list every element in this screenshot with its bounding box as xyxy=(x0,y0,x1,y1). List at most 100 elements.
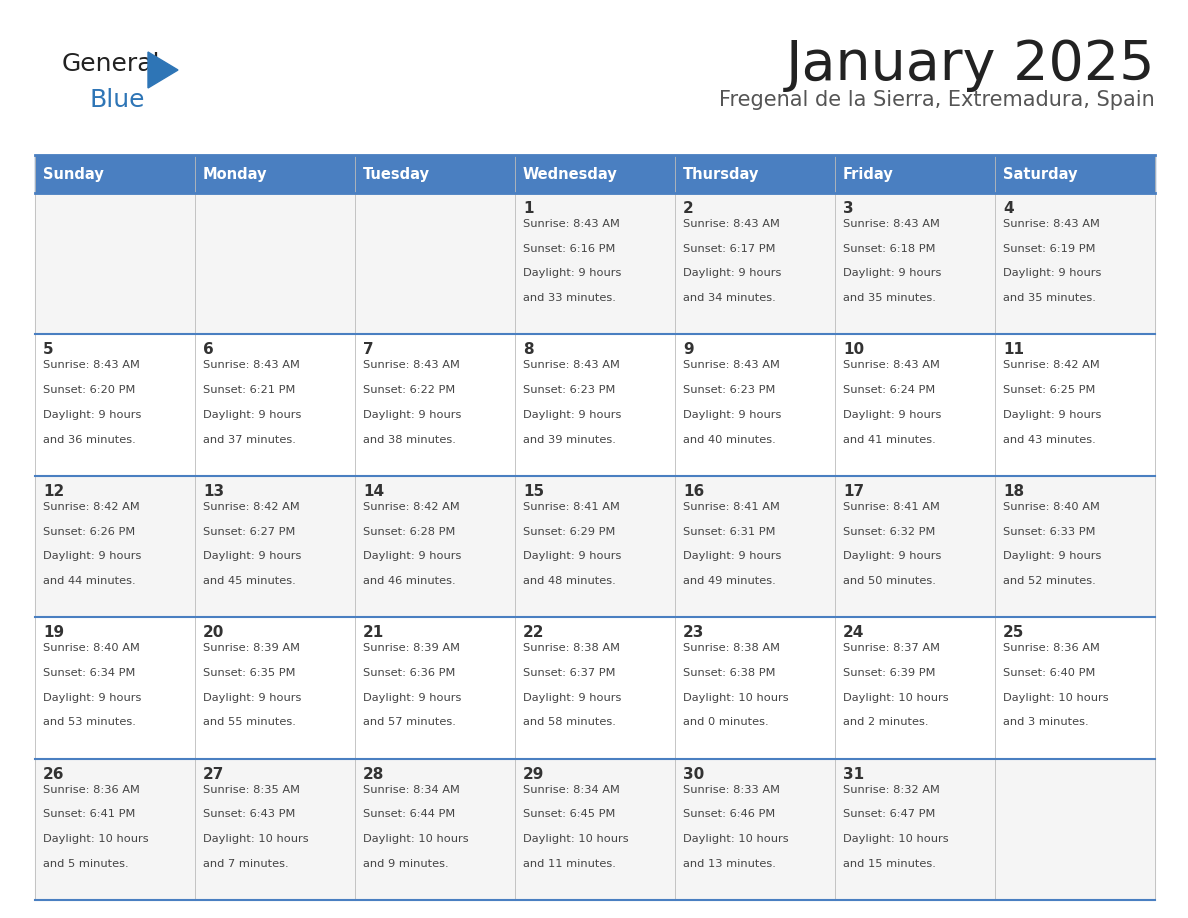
Text: Sunset: 6:28 PM: Sunset: 6:28 PM xyxy=(364,527,455,536)
Bar xyxy=(516,758,675,900)
Text: Sunrise: 8:43 AM: Sunrise: 8:43 AM xyxy=(683,361,779,370)
Text: and 7 minutes.: and 7 minutes. xyxy=(203,859,289,868)
Text: Sunset: 6:27 PM: Sunset: 6:27 PM xyxy=(203,527,296,536)
Text: Wednesday: Wednesday xyxy=(523,166,618,182)
Text: 22: 22 xyxy=(523,625,544,640)
Bar xyxy=(34,476,195,617)
Text: Daylight: 9 hours: Daylight: 9 hours xyxy=(1003,410,1101,420)
Text: and 39 minutes.: and 39 minutes. xyxy=(523,434,615,444)
Polygon shape xyxy=(148,52,178,88)
Bar xyxy=(355,617,516,758)
Bar xyxy=(675,476,835,617)
Text: Sunrise: 8:39 AM: Sunrise: 8:39 AM xyxy=(364,644,460,654)
Text: Daylight: 10 hours: Daylight: 10 hours xyxy=(843,693,949,702)
Text: Daylight: 9 hours: Daylight: 9 hours xyxy=(1003,552,1101,561)
Text: Daylight: 9 hours: Daylight: 9 hours xyxy=(43,552,141,561)
Text: and 57 minutes.: and 57 minutes. xyxy=(364,718,456,727)
Text: Sunset: 6:40 PM: Sunset: 6:40 PM xyxy=(1003,668,1095,678)
Text: and 43 minutes.: and 43 minutes. xyxy=(1003,434,1095,444)
Text: and 35 minutes.: and 35 minutes. xyxy=(843,293,936,303)
Bar xyxy=(996,334,1155,476)
Text: 8: 8 xyxy=(523,342,533,357)
Text: Sunset: 6:16 PM: Sunset: 6:16 PM xyxy=(523,244,615,253)
Text: Sunset: 6:38 PM: Sunset: 6:38 PM xyxy=(683,668,776,678)
Bar xyxy=(996,476,1155,617)
Text: Sunset: 6:46 PM: Sunset: 6:46 PM xyxy=(683,810,776,820)
Text: 9: 9 xyxy=(683,342,694,357)
Text: and 9 minutes.: and 9 minutes. xyxy=(364,859,449,868)
Text: 17: 17 xyxy=(843,484,864,498)
Text: Daylight: 9 hours: Daylight: 9 hours xyxy=(203,552,302,561)
Text: and 37 minutes.: and 37 minutes. xyxy=(203,434,296,444)
Text: Sunrise: 8:32 AM: Sunrise: 8:32 AM xyxy=(843,785,940,795)
Text: Sunset: 6:17 PM: Sunset: 6:17 PM xyxy=(683,244,776,253)
Text: Sunset: 6:22 PM: Sunset: 6:22 PM xyxy=(364,386,455,395)
Text: Sunset: 6:36 PM: Sunset: 6:36 PM xyxy=(364,668,455,678)
Text: Daylight: 9 hours: Daylight: 9 hours xyxy=(364,552,461,561)
Text: Sunrise: 8:42 AM: Sunrise: 8:42 AM xyxy=(203,502,299,512)
Text: Sunset: 6:25 PM: Sunset: 6:25 PM xyxy=(1003,386,1095,395)
Text: Sunrise: 8:43 AM: Sunrise: 8:43 AM xyxy=(364,361,460,370)
Text: 30: 30 xyxy=(683,767,704,781)
Bar xyxy=(355,758,516,900)
Text: Daylight: 9 hours: Daylight: 9 hours xyxy=(43,693,141,702)
Text: Sunset: 6:23 PM: Sunset: 6:23 PM xyxy=(683,386,776,395)
Text: Thursday: Thursday xyxy=(683,166,759,182)
Text: Sunrise: 8:41 AM: Sunrise: 8:41 AM xyxy=(523,502,620,512)
Text: Sunrise: 8:38 AM: Sunrise: 8:38 AM xyxy=(523,644,620,654)
Text: Sunset: 6:23 PM: Sunset: 6:23 PM xyxy=(523,386,615,395)
Text: Sunrise: 8:42 AM: Sunrise: 8:42 AM xyxy=(1003,361,1100,370)
Text: Daylight: 9 hours: Daylight: 9 hours xyxy=(523,410,621,420)
Text: and 0 minutes.: and 0 minutes. xyxy=(683,718,769,727)
Bar xyxy=(195,155,355,193)
Text: Sunset: 6:35 PM: Sunset: 6:35 PM xyxy=(203,668,296,678)
Bar xyxy=(996,155,1155,193)
Text: Daylight: 9 hours: Daylight: 9 hours xyxy=(683,268,782,278)
Text: Sunrise: 8:43 AM: Sunrise: 8:43 AM xyxy=(523,361,620,370)
Text: Daylight: 9 hours: Daylight: 9 hours xyxy=(523,268,621,278)
Text: Daylight: 9 hours: Daylight: 9 hours xyxy=(1003,268,1101,278)
Bar xyxy=(675,334,835,476)
Bar xyxy=(835,155,996,193)
Text: 5: 5 xyxy=(43,342,53,357)
Text: Sunset: 6:18 PM: Sunset: 6:18 PM xyxy=(843,244,935,253)
Text: Sunset: 6:26 PM: Sunset: 6:26 PM xyxy=(43,527,135,536)
Text: Daylight: 9 hours: Daylight: 9 hours xyxy=(523,552,621,561)
Bar xyxy=(34,193,195,334)
Text: 11: 11 xyxy=(1003,342,1024,357)
Text: Sunset: 6:37 PM: Sunset: 6:37 PM xyxy=(523,668,615,678)
Bar xyxy=(34,155,195,193)
Text: Daylight: 10 hours: Daylight: 10 hours xyxy=(683,693,789,702)
Text: General: General xyxy=(62,52,160,76)
Bar xyxy=(355,334,516,476)
Text: 24: 24 xyxy=(843,625,865,640)
Text: and 50 minutes.: and 50 minutes. xyxy=(843,576,936,586)
Text: Sunset: 6:45 PM: Sunset: 6:45 PM xyxy=(523,810,615,820)
Text: 14: 14 xyxy=(364,484,384,498)
Bar xyxy=(195,617,355,758)
Text: Sunrise: 8:43 AM: Sunrise: 8:43 AM xyxy=(523,219,620,229)
Text: 31: 31 xyxy=(843,767,864,781)
Text: Sunrise: 8:40 AM: Sunrise: 8:40 AM xyxy=(43,644,140,654)
Text: and 46 minutes.: and 46 minutes. xyxy=(364,576,456,586)
Text: Daylight: 10 hours: Daylight: 10 hours xyxy=(43,834,148,844)
Text: Daylight: 9 hours: Daylight: 9 hours xyxy=(364,693,461,702)
Text: Daylight: 9 hours: Daylight: 9 hours xyxy=(203,693,302,702)
Text: and 3 minutes.: and 3 minutes. xyxy=(1003,718,1088,727)
Bar xyxy=(516,476,675,617)
Text: Sunset: 6:39 PM: Sunset: 6:39 PM xyxy=(843,668,935,678)
Text: Sunset: 6:29 PM: Sunset: 6:29 PM xyxy=(523,527,615,536)
Text: Sunset: 6:32 PM: Sunset: 6:32 PM xyxy=(843,527,935,536)
Bar xyxy=(516,193,675,334)
Text: 26: 26 xyxy=(43,767,64,781)
Text: and 36 minutes.: and 36 minutes. xyxy=(43,434,135,444)
Text: 23: 23 xyxy=(683,625,704,640)
Text: and 5 minutes.: and 5 minutes. xyxy=(43,859,128,868)
Bar xyxy=(34,617,195,758)
Text: and 33 minutes.: and 33 minutes. xyxy=(523,293,615,303)
Text: Sunrise: 8:41 AM: Sunrise: 8:41 AM xyxy=(843,502,940,512)
Text: Sunset: 6:24 PM: Sunset: 6:24 PM xyxy=(843,386,935,395)
Text: and 45 minutes.: and 45 minutes. xyxy=(203,576,296,586)
Text: Tuesday: Tuesday xyxy=(364,166,430,182)
Text: 3: 3 xyxy=(843,201,854,216)
